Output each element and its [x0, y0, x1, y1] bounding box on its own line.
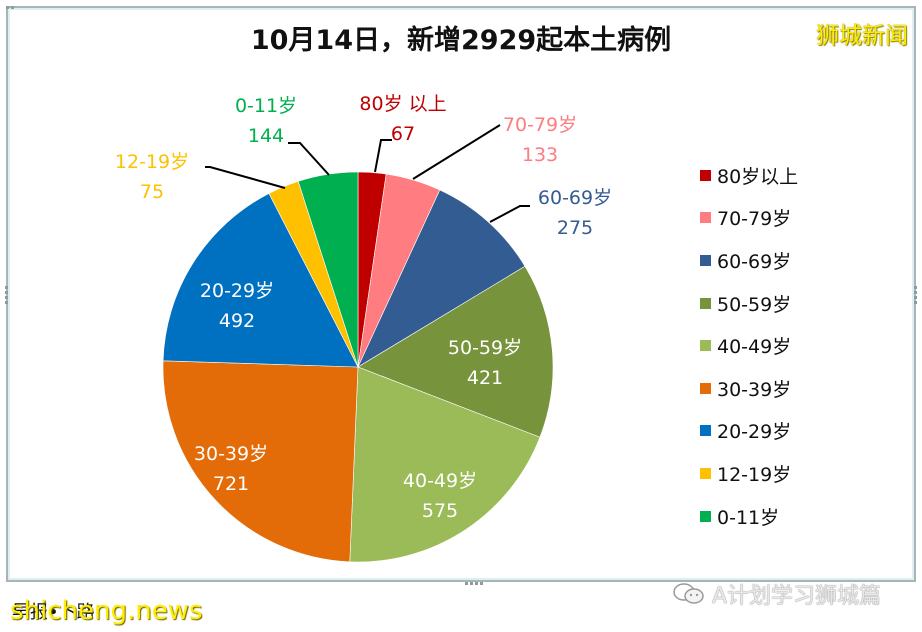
data-label-value: 421 — [467, 367, 503, 389]
data-label-value: 67 — [391, 123, 415, 145]
resize-handle-right[interactable] — [914, 286, 917, 304]
leader-line — [412, 124, 501, 180]
legend-item: 12-19岁 — [700, 452, 798, 495]
legend-label: 30-39岁 — [717, 378, 792, 401]
data-label-value: 492 — [219, 310, 255, 332]
legend-swatch — [700, 425, 711, 437]
legend-label: 20-29岁 — [717, 421, 792, 444]
data-label-category: 20-29岁 — [200, 280, 274, 302]
legend-label: 60-69岁 — [717, 250, 792, 273]
resize-handle-left[interactable] — [5, 286, 8, 304]
legend-label: 0-11岁 — [717, 506, 780, 529]
resize-handle-bottom[interactable] — [465, 582, 483, 585]
pie-slice — [162, 360, 359, 563]
pie-slice — [349, 366, 541, 563]
legend-label: 12-19岁 — [717, 463, 792, 486]
data-label-category: 12-19岁 — [115, 151, 189, 173]
legend-item: 20-29岁 — [700, 410, 798, 453]
data-label-value: 144 — [248, 125, 284, 147]
legend-item: 80岁以上 — [700, 154, 798, 197]
data-labels: 80岁 以上 67 70-79岁 133 60-69岁 275 50-59岁 421 40-49… — [115, 93, 612, 522]
data-label-category: 40-49岁 — [403, 470, 477, 492]
data-label-category: 30-39岁 — [194, 443, 268, 465]
legend-item: 0-11岁 — [700, 495, 798, 538]
leader-line — [374, 139, 392, 173]
legend-swatch — [700, 467, 711, 479]
leader-lines — [205, 124, 530, 223]
wechat-icon — [673, 583, 704, 604]
watermark-top-right: 狮城新闻 — [816, 23, 908, 49]
chart-title: 10月14日，新增2929起本土病例 — [250, 25, 672, 56]
legend-item: 50-59岁 — [700, 282, 798, 325]
data-label-value: 75 — [140, 181, 164, 203]
data-label-category: 0-11岁 — [235, 95, 297, 117]
legend-swatch — [700, 297, 711, 309]
resize-handle-top-left[interactable] — [6, 6, 14, 9]
pie-slice — [357, 189, 526, 368]
legend-item: 70-79岁 — [700, 197, 798, 240]
pie-slice — [162, 193, 359, 368]
legend-swatch — [700, 254, 711, 266]
wechat-account-name: A计划学习狮城篇 — [712, 584, 882, 609]
legend-swatch — [700, 212, 711, 224]
legend-item: 40-49岁 — [700, 324, 798, 367]
legend-swatch — [700, 340, 711, 352]
legend-label: 40-49岁 — [717, 336, 792, 359]
pie-slices — [162, 171, 554, 563]
watermark-bottom-left: shicheng.news — [10, 596, 203, 626]
pie-slice — [357, 265, 554, 438]
legend-label: 70-79岁 — [717, 208, 792, 231]
leader-line — [288, 142, 330, 176]
data-label-value: 133 — [522, 144, 558, 166]
wechat-watermark: A计划学习狮城篇 — [672, 578, 881, 610]
legend-swatch — [700, 169, 711, 181]
legend-swatch — [700, 510, 711, 522]
legend-label: 80岁以上 — [717, 165, 799, 188]
legend-label: 50-59岁 — [717, 293, 792, 316]
chart-legend: 80岁以上 70-79岁 60-69岁 50-59岁 40-49岁 30-39岁… — [700, 154, 798, 537]
data-label-category: 80岁 以上 — [359, 93, 446, 115]
legend-swatch — [700, 382, 711, 394]
legend-item: 30-39岁 — [700, 367, 798, 410]
legend-item: 60-69岁 — [700, 239, 798, 282]
source-credit: 早报•卜路 — [12, 602, 95, 623]
leader-line — [205, 166, 286, 189]
data-label-category: 60-69岁 — [538, 187, 612, 209]
data-label-category: 50-59岁 — [448, 337, 522, 359]
data-label-category: 70-79岁 — [503, 114, 577, 136]
leader-line — [489, 205, 530, 223]
data-label-value: 721 — [213, 473, 249, 495]
data-label-value: 575 — [422, 500, 458, 522]
data-label-value: 275 — [557, 217, 593, 239]
